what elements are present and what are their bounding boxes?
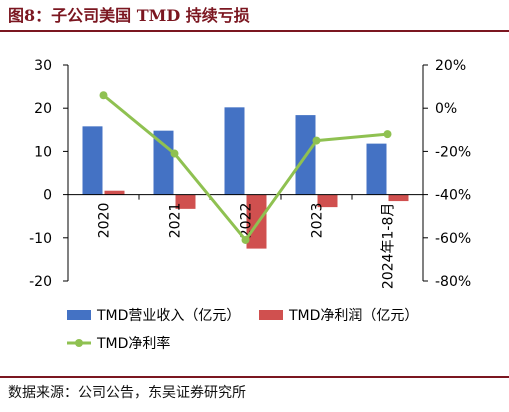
legend-label-revenue: TMD营业收入（亿元） — [96, 308, 240, 324]
margin-point — [99, 91, 108, 100]
legend-label-profit: TMD净利润（亿元） — [288, 308, 418, 324]
left-tick-label: 30 — [34, 58, 52, 74]
profit-bar — [175, 194, 196, 209]
source-rule — [0, 376, 509, 378]
category-label: 2024年1-8月 — [381, 203, 397, 290]
category-label: 2022 — [239, 203, 255, 239]
legend-swatch-revenue — [67, 310, 91, 320]
right-tick-label: -40% — [435, 188, 471, 204]
left-tick-label: 20 — [34, 101, 52, 117]
right-tick-label: 0% — [435, 101, 457, 117]
margin-point — [383, 130, 392, 139]
legend-label-margin: TMD净利率 — [96, 335, 170, 352]
legend-swatch-profit — [259, 310, 283, 320]
title-rule — [0, 30, 509, 32]
right-tick-label: -20% — [435, 144, 471, 160]
chart: -20 -10 0 10 20 30 -80% -60% -40% -20% 0% 20% 2020 20… — [29, 58, 471, 352]
revenue-bar — [224, 107, 245, 195]
left-tick-label: 10 — [34, 144, 52, 160]
profit-bar — [317, 194, 338, 208]
category-label: 2021 — [168, 203, 184, 239]
right-tick-label: -60% — [435, 231, 471, 247]
category-label: 2023 — [310, 203, 326, 239]
revenue-bar — [82, 126, 103, 195]
right-tick-label: -80% — [435, 274, 471, 290]
left-tick-label: -10 — [29, 231, 52, 247]
margin-point — [312, 136, 321, 145]
profit-bar — [104, 190, 125, 195]
margin-point — [170, 149, 179, 158]
profit-bar — [388, 194, 409, 202]
left-tick-label: -20 — [29, 274, 52, 290]
revenue-bar — [366, 143, 387, 195]
left-tick-label: 0 — [43, 188, 52, 204]
legend-swatch-margin-point — [75, 339, 83, 347]
right-tick-label: 20% — [435, 58, 466, 74]
revenue-bar — [153, 130, 174, 195]
margin-point — [241, 235, 250, 244]
figure-title: 图8：子公司美国 TMD 持续亏损 — [8, 6, 250, 25]
data-source: 数据来源：公司公告，东吴证券研究所 — [8, 385, 246, 401]
category-label: 2020 — [97, 203, 113, 239]
profit-bar — [246, 194, 267, 249]
